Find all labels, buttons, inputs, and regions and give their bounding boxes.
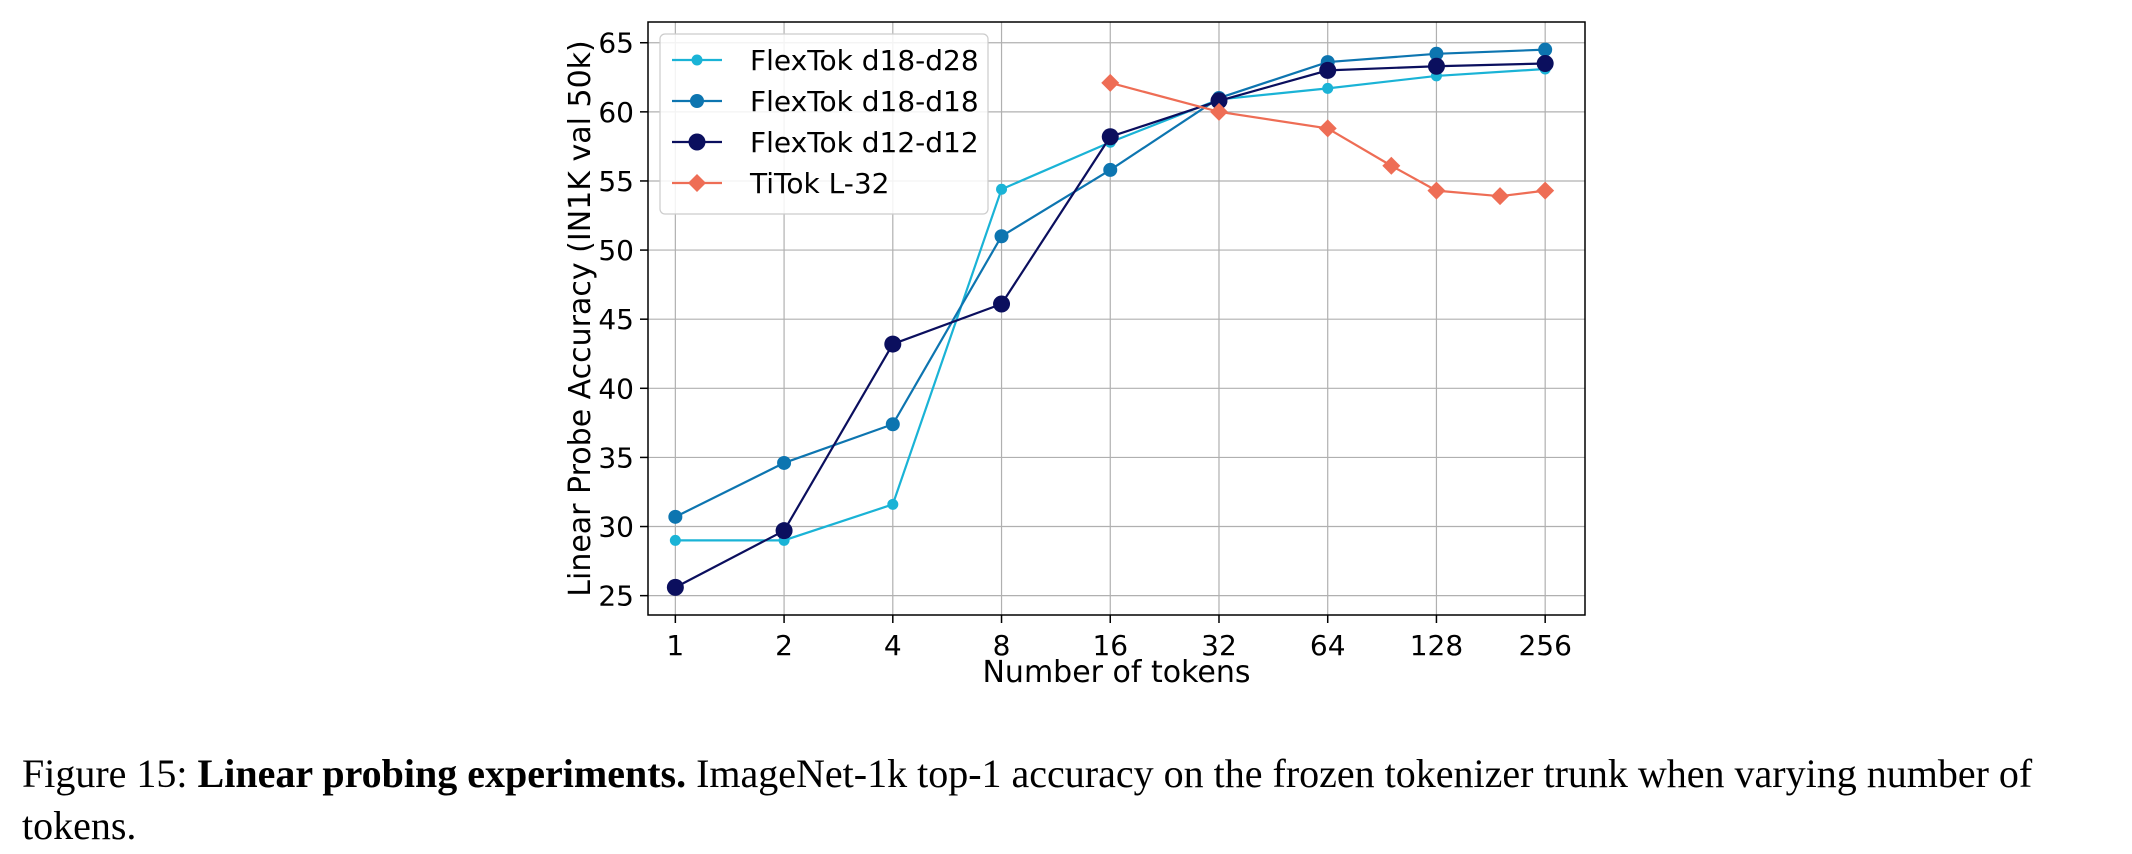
data-point: [994, 229, 1009, 244]
x-axis-title: Number of tokens: [982, 655, 1250, 690]
y-tick-label: 65: [598, 27, 634, 60]
data-point: [1538, 42, 1553, 57]
legend-entry: FlexTok d18-d28: [672, 44, 979, 77]
data-point: [1427, 57, 1445, 75]
y-tick-label: 35: [598, 441, 634, 474]
y-tick-label: 25: [598, 580, 634, 613]
data-point: [669, 534, 681, 546]
data-point: [666, 578, 684, 596]
legend: FlexTok d18-d28 FlexTok d18-d18 FlexTok d1…: [659, 33, 989, 215]
y-tick-label: 55: [598, 165, 634, 198]
figure: 1 2 4 8 16 32 64 128 256 25 30 35 40 45 50 55 60 65 Numbe…: [563, 21, 1586, 690]
data-point: [1382, 156, 1401, 175]
data-point: [1101, 128, 1119, 146]
x-tick-label: 256: [1518, 629, 1571, 662]
data-point: [1536, 181, 1555, 200]
legend-marker: [690, 94, 704, 108]
x-tick-label: 64: [1310, 629, 1346, 662]
legend-marker: [691, 54, 703, 66]
legend-box: [659, 33, 989, 215]
y-tick-label: 45: [598, 303, 634, 336]
data-point: [1427, 181, 1446, 200]
series-3: [666, 54, 1554, 596]
data-point: [775, 522, 793, 540]
y-tick-label: 40: [598, 372, 634, 405]
data-point: [1103, 162, 1118, 177]
y-axis-title: Linear Probe Accuracy (IN1K val 50k): [563, 40, 598, 596]
caption-title: Linear probing experiments.: [197, 751, 687, 796]
data-point: [996, 183, 1008, 195]
x-tick-label: 32: [1201, 629, 1237, 662]
data-point: [1491, 187, 1510, 206]
data-point: [1319, 61, 1337, 79]
legend-label: FlexTok d12-d12: [750, 126, 979, 159]
legend-entry: FlexTok d12-d12: [672, 126, 979, 159]
data-point: [887, 498, 899, 510]
data-point: [1429, 46, 1444, 61]
y-tick-label: 50: [598, 234, 634, 267]
figure-caption: Figure 15: Linear probing experiments. I…: [22, 748, 2122, 852]
y-tick-label: 30: [598, 511, 634, 544]
data-point: [1322, 82, 1334, 94]
y-tick-label: 60: [598, 96, 634, 129]
data-point: [1209, 102, 1228, 121]
legend-label: TiTok L-32: [749, 167, 889, 200]
caption-label: Figure 15:: [22, 751, 188, 796]
legend-entry: FlexTok d18-d18: [672, 85, 979, 118]
data-point: [1318, 119, 1337, 138]
caption-text: ImageNet-1k top-1 accuracy on the frozen…: [22, 751, 2033, 848]
series-4: [1101, 73, 1555, 206]
series-lines: [666, 42, 1555, 596]
data-point: [884, 335, 902, 353]
data-point: [668, 509, 683, 524]
x-tick-label: 1: [666, 629, 684, 662]
legend-label: FlexTok d18-d18: [750, 85, 979, 118]
legend-marker: [688, 174, 706, 192]
data-point: [1210, 92, 1228, 110]
data-point: [1536, 54, 1554, 72]
data-point: [885, 417, 900, 432]
x-tick-label: 2: [775, 629, 793, 662]
legend-label: FlexTok d18-d28: [750, 44, 979, 77]
data-point: [993, 295, 1011, 313]
legend-entry: TiTok L-32: [672, 167, 889, 200]
data-point: [777, 455, 792, 470]
x-tick-label: 16: [1092, 629, 1128, 662]
x-tick-label: 8: [993, 629, 1011, 662]
x-tick-label: 4: [884, 629, 902, 662]
x-tick-label: 128: [1410, 629, 1463, 662]
linear-probe-chart: 1 2 4 8 16 32 64 128 256 25 30 35 40 45 50 55 60 65 Numbe…: [563, 21, 1586, 690]
legend-marker: [688, 133, 706, 151]
data-point: [1101, 73, 1120, 92]
axis-ticks: 1 2 4 8 16 32 64 128 256 25 30 35 40 45 50 55 60 65: [598, 27, 1572, 662]
